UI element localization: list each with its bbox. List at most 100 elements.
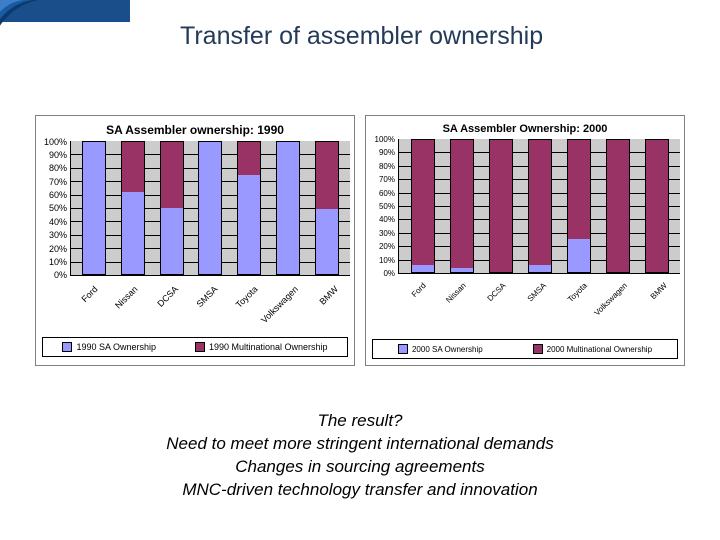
- y-tick-label: 50%: [49, 203, 67, 213]
- bar-segment-multinational: [122, 142, 144, 192]
- bar: [450, 139, 474, 273]
- bar-slot: [645, 139, 669, 273]
- bar-slot: [567, 139, 591, 273]
- legend-item: 1990 SA Ownership: [62, 342, 156, 352]
- bar-segment-multinational: [490, 140, 512, 272]
- bar-segment-sa: [529, 265, 551, 272]
- y-axis: 100%90%80%70%60%50%40%30%20%10%0%: [40, 137, 70, 281]
- y-tick-label: 90%: [379, 148, 395, 157]
- x-tick-label: Ford: [410, 281, 428, 299]
- x-label-slot: Nissan: [446, 278, 470, 333]
- bar-slot: [315, 141, 339, 275]
- y-tick-label: 40%: [49, 217, 67, 227]
- slide-root: Transfer of assembler ownership SA Assem…: [0, 0, 720, 540]
- bar-segment-sa: [238, 175, 260, 274]
- caption-line: MNC-driven technology transfer and innov…: [0, 479, 720, 502]
- bar: [411, 139, 435, 273]
- bar: [121, 141, 145, 275]
- bar-segment-multinational: [451, 140, 473, 268]
- x-tick-label: SMSA: [195, 284, 220, 309]
- x-axis: FordNissanDCSASMSAToyotaVolkswagenBMW: [66, 281, 354, 331]
- bar-segment-sa: [316, 209, 338, 274]
- legend-swatch: [195, 342, 205, 352]
- caption-line: Changes in sourcing agreements: [0, 456, 720, 479]
- bars-container: [71, 141, 350, 275]
- plot-wrap: 100%90%80%70%60%50%40%30%20%10%0%: [366, 139, 684, 278]
- corner-badge: [0, 0, 130, 42]
- legend: 1990 SA Ownership 1990 Multinational Owne…: [42, 337, 348, 357]
- legend-swatch: [62, 342, 72, 352]
- x-tick-label: Toyota: [234, 284, 260, 310]
- x-axis: FordNissanDCSASMSAToyotaVolkswagenBMW: [394, 278, 684, 333]
- y-tick-label: 30%: [49, 230, 67, 240]
- y-tick-label: 60%: [49, 190, 67, 200]
- bars-container: [399, 139, 680, 273]
- bar-slot: [411, 139, 435, 273]
- x-label-slot: Nissan: [118, 281, 142, 331]
- x-label-slot: Volkswagen: [608, 278, 632, 333]
- y-axis: 100%90%80%70%60%50%40%30%20%10%0%: [370, 135, 398, 278]
- x-label-slot: DCSA: [158, 281, 182, 331]
- chart-1990: SA Assembler ownership: 1990100%90%80%70…: [35, 115, 355, 366]
- bar-segment-sa: [199, 142, 221, 274]
- x-label-slot: Ford: [78, 281, 102, 331]
- x-tick-label: Volkswagen: [592, 281, 629, 318]
- x-label-slot: SMSA: [527, 278, 551, 333]
- bar-slot: [489, 139, 513, 273]
- legend-item: 2000 Multinational Ownership: [533, 344, 652, 354]
- bar-segment-multinational: [316, 142, 338, 209]
- x-label-slot: Toyota: [567, 278, 591, 333]
- bar-segment-multinational: [161, 142, 183, 208]
- y-tick-label: 100%: [44, 137, 67, 147]
- legend-item: 1990 Multinational Ownership: [195, 342, 328, 352]
- y-tick-label: 100%: [375, 135, 395, 144]
- x-label-slot: Toyota: [238, 281, 262, 331]
- bar: [489, 139, 513, 273]
- y-tick-label: 80%: [49, 163, 67, 173]
- x-tick-label: Nissan: [444, 281, 468, 305]
- caption-block: The result? Need to meet more stringent …: [0, 410, 720, 502]
- bar-segment-sa: [451, 268, 473, 272]
- legend-swatch: [398, 344, 408, 354]
- bar: [528, 139, 552, 273]
- legend: 2000 SA Ownership 2000 Multinational Owne…: [372, 339, 678, 359]
- legend-item: 2000 SA Ownership: [398, 344, 483, 354]
- bar: [567, 139, 591, 273]
- bar: [160, 141, 184, 275]
- bar-slot: [121, 141, 145, 275]
- bar-segment-sa: [122, 192, 144, 274]
- bar-segment-sa: [568, 239, 590, 272]
- bar-segment-multinational: [412, 140, 434, 265]
- y-tick-label: 70%: [379, 175, 395, 184]
- bar: [315, 141, 339, 275]
- x-tick-label: Toyota: [566, 281, 589, 304]
- bar-segment-sa: [412, 265, 434, 272]
- y-tick-label: 90%: [49, 150, 67, 160]
- x-tick-label: DCSA: [155, 284, 180, 309]
- x-tick-label: Volkswagen: [259, 284, 300, 325]
- x-label-slot: Ford: [406, 278, 430, 333]
- y-tick-label: 50%: [379, 202, 395, 211]
- y-tick-label: 80%: [379, 162, 395, 171]
- bar-slot: [528, 139, 552, 273]
- x-label-slot: BMW: [648, 278, 672, 333]
- x-tick-label: Nissan: [114, 284, 141, 311]
- y-tick-label: 10%: [379, 256, 395, 265]
- y-tick-label: 0%: [54, 270, 67, 280]
- bar: [645, 139, 669, 273]
- legend-swatch: [533, 344, 543, 354]
- plot-area: [398, 139, 680, 274]
- plot-area: [70, 141, 350, 276]
- y-tick-label: 70%: [49, 177, 67, 187]
- legend-label: 1990 SA Ownership: [76, 342, 156, 352]
- x-label-slot: Volkswagen: [278, 281, 302, 331]
- bar: [276, 141, 300, 275]
- bar-segment-sa: [83, 142, 105, 274]
- bar-slot: [237, 141, 261, 275]
- bar: [606, 139, 630, 273]
- chart-title: SA Assembler Ownership: 2000: [366, 116, 684, 139]
- x-tick-label: BMW: [317, 284, 340, 307]
- y-tick-label: 20%: [49, 244, 67, 254]
- x-tick-label: Ford: [80, 284, 100, 304]
- bar-segment-multinational: [238, 142, 260, 175]
